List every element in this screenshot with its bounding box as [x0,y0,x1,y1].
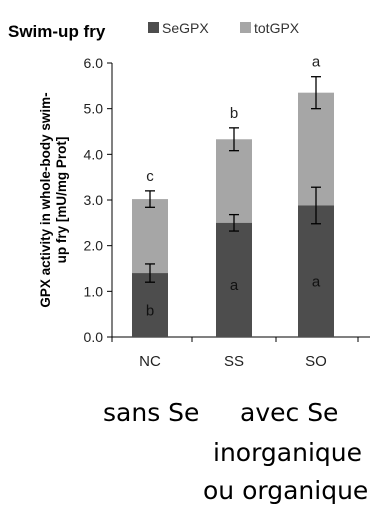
y-tick-label: 5.0 [84,101,104,117]
x-tick-label-SS: SS [224,353,244,370]
significance-letter-SeGPX-SO: a [312,273,321,290]
significance-letter-totGPX-SS: b [230,105,238,122]
chart-title: Swim-up fry [8,22,106,41]
caption-inorganique: inorganique [213,438,362,467]
y-tick-label: 3.0 [84,192,104,208]
x-tick-label-SO: SO [305,353,327,370]
significance-letter-SeGPX-NC: b [146,303,154,320]
y-tick-label: 4.0 [84,146,104,162]
y-tick-label: 0.0 [84,329,104,345]
caption-sans-se: sans Se [103,398,200,427]
bar-totGPX-SS [216,139,252,223]
y-tick-label: 2.0 [84,238,104,254]
significance-letter-totGPX-NC: c [146,168,154,185]
bar-SeGPX-SS [216,222,252,337]
legend-swatch-totGPX [240,22,251,33]
x-tick-label-NC: NC [139,353,161,370]
y-tick-label: 1.0 [84,283,104,299]
legend-swatch-SeGPX [148,22,159,33]
bar-SeGPX-SO [298,205,334,337]
legend-label-totGPX: totGPX [254,20,300,36]
significance-letter-SeGPX-SS: a [230,277,239,294]
bar-totGPX-NC [132,199,168,274]
caption-avec-se: avec Se [240,398,339,427]
significance-letter-totGPX-SO: a [312,54,321,71]
caption-ou-organique: ou organique [203,476,369,505]
bar-SeGPX-NC [132,273,168,337]
legend-label-SeGPX: SeGPX [162,20,209,36]
y-axis-label: GPX activity in whole-body swim-up fry [… [38,92,69,307]
y-tick-label: 6.0 [84,55,104,71]
